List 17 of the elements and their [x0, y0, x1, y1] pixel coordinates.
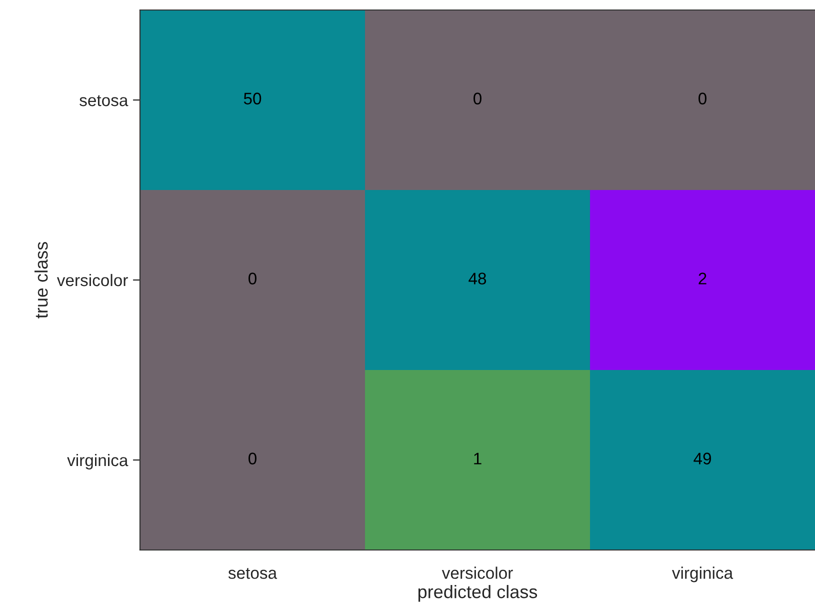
x-tick-label: versicolor — [442, 566, 513, 579]
x-tick-label: setosa — [228, 568, 278, 579]
data-label: 49 — [694, 452, 711, 464]
x-tick-label: virginica — [672, 566, 734, 582]
x-axis-title: predicted class — [418, 584, 538, 602]
y-axis-title: true class — [34, 242, 48, 318]
data-label: 48 — [468, 272, 486, 284]
y-tick-label: versicolor — [56, 274, 128, 286]
y-tick-label: virginica — [67, 454, 128, 470]
data-label: 50 — [244, 92, 262, 104]
data-label: 0 — [248, 272, 256, 284]
data-label: 0 — [698, 92, 706, 104]
data-label: 0 — [474, 92, 482, 104]
data-label: 2 — [698, 272, 706, 284]
y-tick-label: setosa — [80, 95, 128, 106]
data-label: 0 — [248, 452, 256, 464]
data-label: 1 — [474, 452, 482, 464]
